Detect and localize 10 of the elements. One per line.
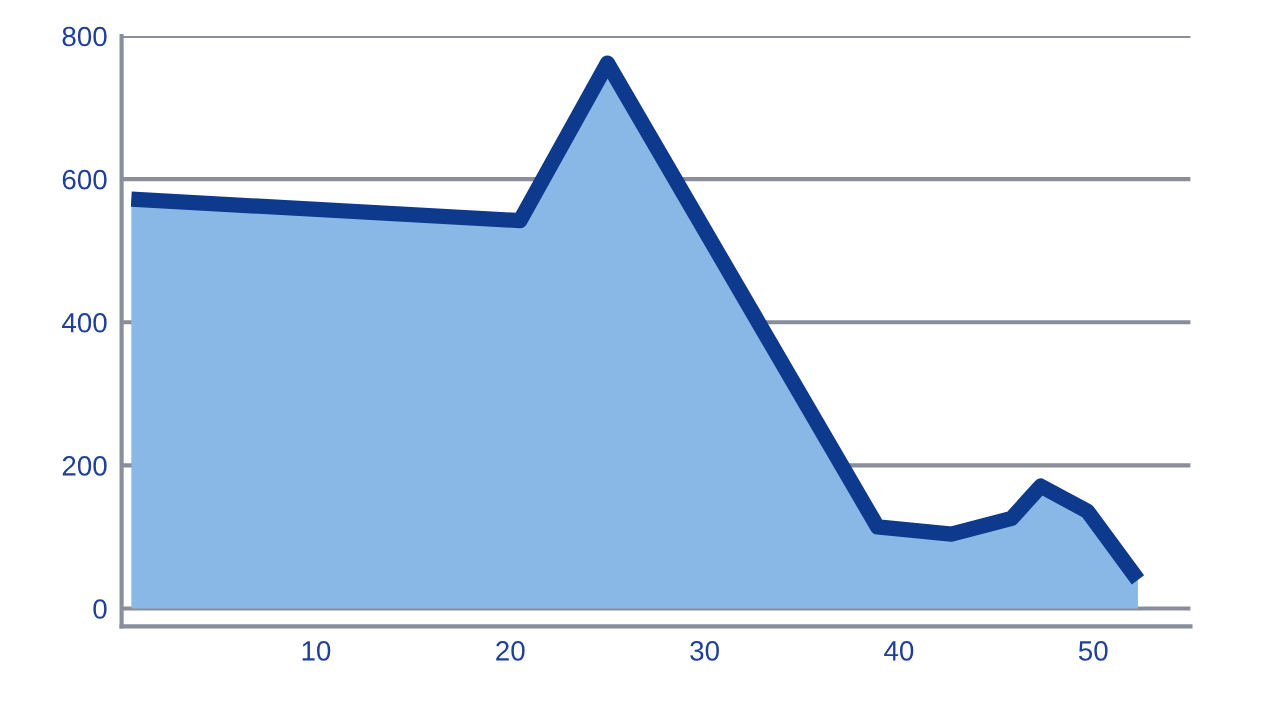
x-tick-label: 20 (496, 641, 525, 661)
y-tick-label: 600 (62, 169, 107, 190)
x-tick-label: 50 (1078, 641, 1108, 661)
x-tick-label: 30 (690, 641, 719, 661)
y-tick-label: 800 (62, 26, 107, 47)
y-tick-label: 0 (93, 599, 107, 619)
y-tick-label: 400 (62, 312, 107, 333)
y-tick-label: 200 (62, 456, 107, 476)
x-tick-label: 10 (302, 641, 331, 661)
x-tick-label: 40 (884, 641, 914, 661)
